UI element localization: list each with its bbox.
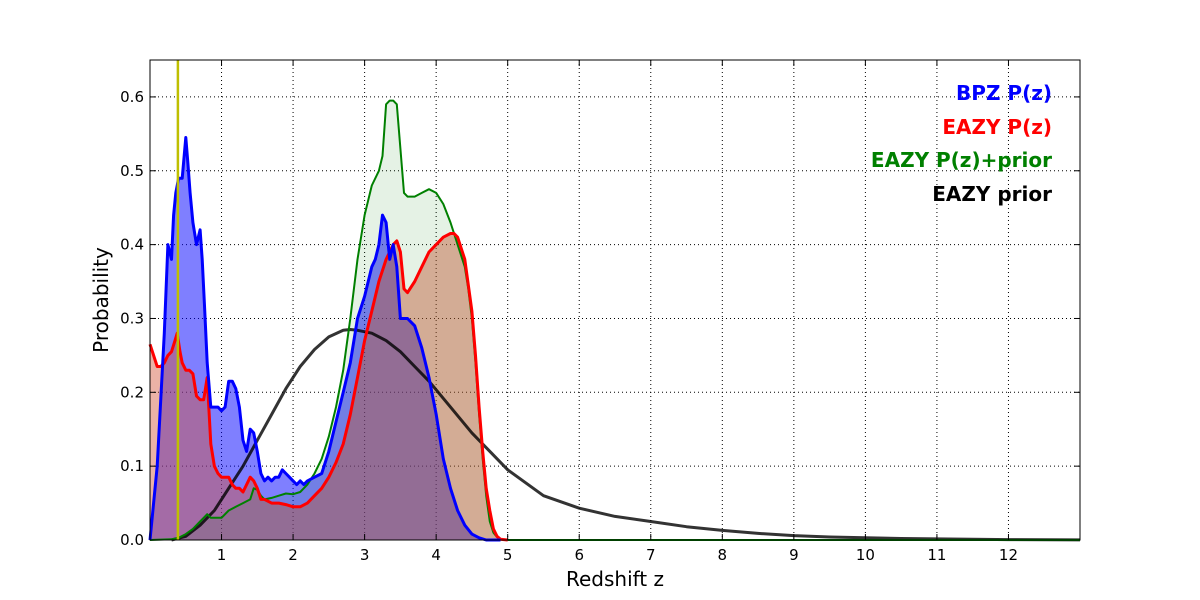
series-fills (150, 100, 1080, 540)
y-axis-label: Probability (89, 247, 113, 353)
legend-entry-eazy-prior: EAZY prior (932, 182, 1052, 206)
x-tick-label: 6 (574, 546, 584, 564)
axis-ticks: 1 2 3 4 5 6 7 8 9 10 11 120.00.10.20.30.40.50.6 (120, 60, 1080, 564)
legend-entry-eazy: EAZY P(z) (942, 115, 1052, 139)
series-fill-0 (150, 137, 501, 540)
series-fill-2 (150, 100, 1080, 540)
x-tick-label: 10 (856, 546, 875, 564)
x-tick-label: 8 (718, 546, 728, 564)
x-tick-label: 3 (360, 546, 370, 564)
series-lines (148, 99, 1081, 542)
x-tick-label: 11 (927, 546, 946, 564)
y-tick-label: 0.0 (120, 531, 144, 549)
series-line-3 (171, 328, 1081, 542)
legend-entry-eazy-prior-combined: EAZY P(z)+prior (871, 148, 1052, 172)
y-tick-label: 0.6 (120, 88, 144, 106)
x-tick-label: 4 (431, 546, 441, 564)
y-tick-label: 0.2 (120, 383, 144, 401)
x-tick-label: 1 (217, 546, 227, 564)
legend-entry-bpz: BPZ P(z) (956, 81, 1052, 105)
y-tick-label: 0.3 (120, 309, 144, 327)
series-fill-1 (150, 233, 508, 540)
x-tick-label: 7 (646, 546, 656, 564)
x-axis-label: Redshift z (566, 567, 664, 591)
y-tick-label: 0.1 (120, 457, 144, 475)
series-line-0 (148, 136, 501, 542)
x-tick-label: 9 (789, 546, 799, 564)
x-tick-label: 5 (503, 546, 513, 564)
legend: BPZ P(z) EAZY P(z) EAZY P(z)+prior EAZY … (871, 81, 1052, 206)
y-tick-label: 0.4 (120, 236, 144, 254)
series-line-1 (148, 232, 508, 542)
axes-frame (149, 59, 1081, 541)
x-tick-label: 12 (999, 546, 1018, 564)
x-tick-label: 2 (288, 546, 298, 564)
y-tick-label: 0.5 (120, 162, 144, 180)
grid (150, 60, 1080, 541)
